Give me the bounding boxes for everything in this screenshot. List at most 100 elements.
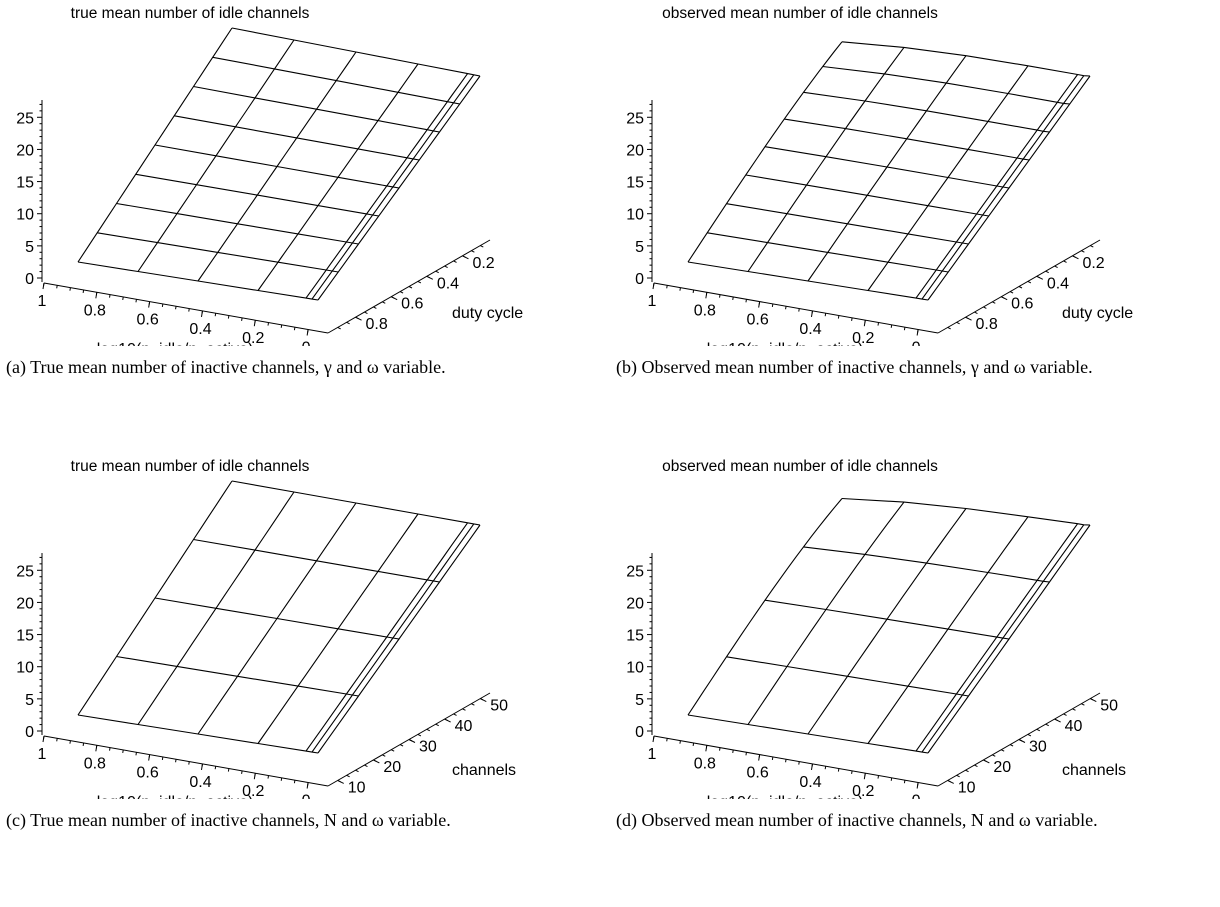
x-minor-tick [307,782,309,786]
x-tick-label: 0 [912,340,921,347]
x-minor-tick [653,282,655,287]
x-axis-label: log10(p_idle/p_active) [97,794,254,799]
surface-line-y [841,41,1091,77]
x-minor-tick [705,292,708,296]
surface-line-y [135,173,379,217]
x-minor-tick [148,754,151,758]
y-minor-tick [399,291,404,294]
surface-line-x [807,508,967,735]
surface-line-y [803,91,1050,133]
y-minor-tick [1063,713,1067,716]
x-minor-tick [214,313,217,317]
surface-line-y [174,115,420,161]
x-minor-tick [122,749,124,754]
y-minor-tick [408,286,413,289]
y-minor-tick [435,723,439,727]
surface-line-y [764,146,1010,189]
x-tick-label: 0.6 [747,765,769,782]
y-minor-tick [364,311,368,315]
x-minor-tick [745,299,747,303]
x-minor-tick [917,329,919,333]
chart-panel-c: true mean number of idle channels 0 5 10 15 2… [0,453,610,907]
surface-mesh [687,497,1091,754]
y-tick-label: 0.8 [366,316,388,333]
y-minor-tick [983,306,987,309]
z-tick-label: 10 [16,660,34,677]
y-tick-label: 0.2 [472,255,494,272]
x-minor-tick [745,752,747,756]
x-minor-tick [175,306,177,310]
x-axis-line [653,735,939,787]
x-minor-tick [824,766,827,770]
x-minor-tick [771,756,774,761]
surface-line-x [687,41,843,263]
y-minor-tick [974,311,978,315]
x-axis-label: log10(p_idle/p_active) [97,341,254,346]
y-minor-tick [956,774,960,778]
z-tick-label: 10 [626,207,644,224]
x-minor-tick [175,759,177,763]
surface-line-y [97,232,339,273]
z-tick-label: 15 [16,175,34,192]
chart-caption: (c) True mean number of inactive channel… [6,810,451,830]
x-minor-tick [719,294,721,298]
z-tick-label: 0 [25,271,34,288]
x-minor-tick [851,770,853,774]
x-tick-label: 0.4 [799,774,821,791]
surface-line-y [822,65,1070,105]
y-minor-tick [337,779,341,783]
x-axis-line [43,735,329,787]
y-minor-tick [408,739,413,742]
y-tick-label: 20 [993,759,1011,776]
z-tick-label: 20 [626,595,644,612]
x-minor-tick [267,322,269,326]
surface-line-y [193,538,440,583]
y-minor-tick [1018,739,1023,742]
x-minor-tick [188,761,190,765]
x-minor-tick [837,315,840,319]
surface-line-x [867,65,1029,291]
x-tick-label: 0.2 [852,783,874,799]
x-tick-label: 0.2 [852,330,874,346]
x-minor-tick [56,285,58,289]
y-minor-tick [1009,744,1014,747]
z-tick-label: 15 [626,628,644,645]
x-minor-tick [705,745,708,749]
y-tick-label: 0.2 [1082,255,1104,272]
x-axis-line [653,282,939,334]
y-axis-label: duty cycle [452,305,523,322]
y-minor-tick [426,275,431,279]
x-tick-label: 0.6 [747,312,769,329]
y-tick-label: 20 [383,759,401,776]
y-tick-label: 0.4 [1047,275,1069,292]
y-minor-tick [399,744,404,747]
x-minor-tick [109,294,111,298]
surface-line-y [745,174,989,217]
z-tick-label: 5 [25,239,34,256]
y-minor-tick [355,316,359,320]
x-tick-label: 0.8 [84,302,106,319]
y-minor-tick [1045,723,1049,727]
surface-line-y [154,597,400,640]
y-minor-tick [373,306,377,309]
y-tick-label: 30 [1029,739,1047,756]
x-minor-tick [811,763,813,767]
y-tick-label: 0.6 [1011,296,1033,313]
x-minor-tick [69,287,71,291]
y-minor-tick [1036,728,1041,732]
y-minor-tick [364,764,368,768]
x-axis-label: log10(p_idle/p_active) [707,794,864,799]
x-minor-tick [82,289,85,294]
x-minor-tick [214,766,217,770]
x-tick-label: 1 [38,293,47,310]
y-minor-tick [471,703,475,706]
y-minor-tick [480,245,484,248]
x-minor-tick [293,327,296,331]
x-minor-tick [864,773,866,777]
x-minor-tick [161,756,164,761]
y-minor-tick [1090,245,1094,248]
y-minor-tick [373,759,377,762]
y-minor-tick [1027,733,1032,737]
y-minor-tick [382,301,386,304]
chart-panel-d: observed mean number of idle channels 0 5 1… [610,453,1220,907]
